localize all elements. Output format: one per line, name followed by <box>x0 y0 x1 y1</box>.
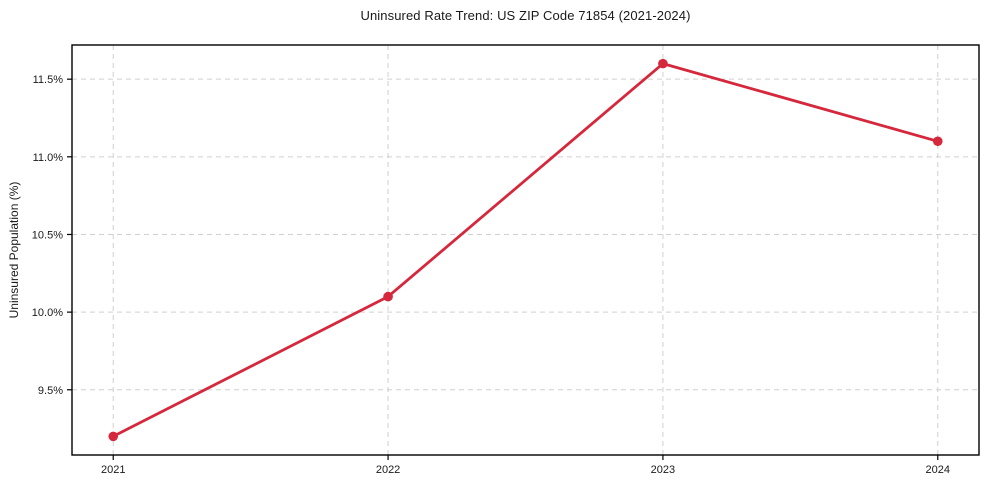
trend-line <box>111 62 940 438</box>
data-point-marker <box>383 291 393 302</box>
data-point-marker <box>658 58 668 69</box>
y-tick-label: 11.0% <box>33 152 64 164</box>
x-tick-label: 2023 <box>651 464 675 476</box>
chart-title: Uninsured Rate Trend: US ZIP Code 71854 … <box>360 8 691 23</box>
x-tick-label: 2021 <box>101 464 125 476</box>
y-tick-label: 10.5% <box>32 229 63 241</box>
x-tick-label: 2024 <box>926 464 950 476</box>
x-tick-label: 2022 <box>376 464 400 476</box>
y-tick-label: 9.5% <box>38 385 63 397</box>
y-tick-label: 11.5% <box>33 74 64 86</box>
data-point-marker <box>932 136 943 147</box>
y-tick-label: 10.0% <box>32 307 63 319</box>
data-point-marker <box>108 431 119 442</box>
plot-border <box>71 44 980 456</box>
